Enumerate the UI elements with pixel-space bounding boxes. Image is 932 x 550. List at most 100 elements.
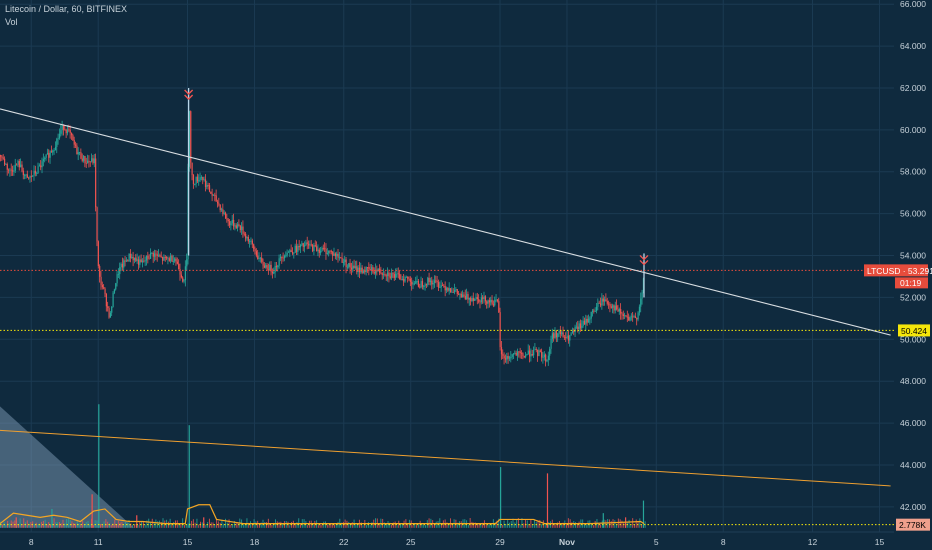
candle-body [538,350,540,357]
candle-body [179,269,181,275]
volume-bar [232,524,234,528]
candle-body [551,333,554,340]
candle-body [183,280,185,282]
candle-body [190,111,192,163]
volume-bar [269,523,271,528]
volume-trendline [0,429,891,487]
candle-body [298,246,300,248]
candle-body [443,285,445,287]
candle-body [361,267,363,274]
candle-body [112,292,114,307]
candle-body [184,266,187,281]
volume-indicator-label[interactable]: Vol [5,17,18,27]
volume-bar [83,524,85,528]
candle-body [156,254,158,256]
x-axis[interactable]: 8 11 15 18 22 25 29 Nov 5 8 12 15 [0,531,932,550]
candle-body [251,240,253,245]
candle-body [526,354,528,356]
volume-bar [64,523,66,528]
candle-body [383,274,385,275]
candle-body [139,259,141,265]
candle-body [606,301,608,304]
volume-bar [144,524,146,528]
volume-bar [391,524,393,528]
volume-bar [244,524,246,528]
volume-bar [137,525,139,528]
y-axis-tick-label: 48.000 [900,376,926,386]
candle-body [482,297,484,299]
x-axis-tick-label: Nov [559,537,575,547]
volume-bar [198,524,200,528]
candle-body [202,177,204,180]
candle-body [411,281,413,285]
volume-bar [260,522,262,528]
candle-body [124,260,126,262]
candle-body [439,287,441,289]
candle-body [162,257,164,261]
candle-body [522,353,524,356]
candle-body [295,245,298,252]
volume-bar [300,524,302,528]
candle-body [70,132,73,136]
candle-body [166,256,168,259]
candle-body [91,158,93,162]
support-price-badge [898,324,930,337]
volume-bar [21,524,23,528]
candle-body [562,332,564,337]
candle-body [33,170,35,176]
candle-body [570,333,572,336]
volume-bar [366,525,368,528]
candle-body [271,271,274,274]
candle-body [89,161,91,163]
candle-body [510,356,512,358]
volume-area-fill [0,406,134,528]
y-axis[interactable]: 42.000 44.000 46.000 48.000 50.000 52.000 54.0… [864,0,932,550]
candle-body [123,260,125,268]
candle-body [216,201,219,204]
candle-body [515,352,517,356]
candle-body [405,276,408,278]
candle-body [163,256,165,261]
volume-bar [403,520,405,528]
volume-bar [448,523,450,528]
candle-body [467,294,469,300]
candle-body [241,226,243,231]
candle-body [452,291,454,293]
candle-body [392,273,394,275]
candle-body [314,245,316,247]
candle-body [455,289,457,291]
volume-bar [228,519,230,528]
volume-bar [58,521,60,528]
x-axis-tick-label: 22 [339,537,349,547]
candle-body [108,307,110,318]
candle-body [300,244,302,248]
candle-body [541,351,543,358]
volume-bar [257,520,259,528]
volume-bar [619,519,621,528]
candle-body [60,130,62,134]
volume-bar [641,524,643,528]
volume-bar [621,520,623,528]
candle-body [99,266,101,277]
candle-body [93,158,95,164]
candle-body [624,315,626,317]
candle-body [488,300,491,303]
symbol-title[interactable]: Litecoin / Dollar, 60, BITFINEX [5,4,128,14]
volume-bar [398,520,400,528]
candle-body [395,273,397,278]
candle-body [527,350,529,355]
volume-bar [526,520,528,528]
volume-bar [575,522,577,528]
candle-body [208,185,211,192]
candle-body [129,253,132,259]
volume-bar [439,518,441,528]
volume-spike-bar [98,404,100,528]
candle-body [364,270,366,273]
candle-body [419,286,421,288]
candle-body [167,258,169,260]
volume-bar [417,523,419,528]
volume-bar [37,524,39,528]
candle-body [638,306,641,313]
